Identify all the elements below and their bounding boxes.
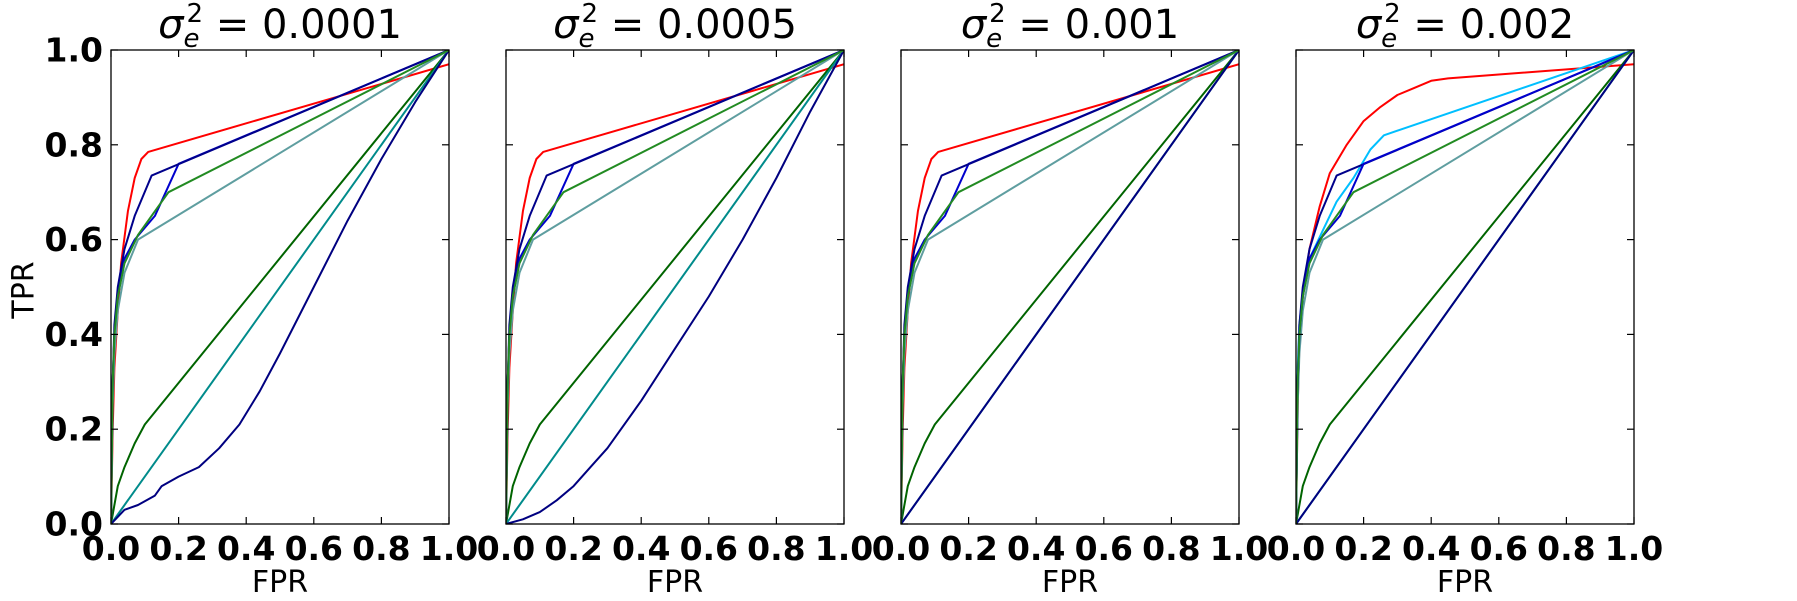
x-tick-label: 0.0: [477, 529, 535, 568]
plot-frame: [505, 49, 845, 525]
x-axis-label: FPR: [647, 565, 703, 597]
y-tick-label: 0.4: [45, 315, 103, 354]
title-subscript: e: [578, 24, 594, 54]
roc-curve-4: [506, 50, 844, 524]
title-symbol: σ: [1356, 2, 1383, 48]
x-tick-label: 1.0: [815, 529, 873, 568]
y-tick-label: 0.2: [45, 410, 103, 449]
title-value: = 0.002: [1401, 2, 1574, 48]
roc-panel-1: 0.0 0.2 0.4 0.6 0.8 1.00.00.20.40.60.81.0FPRσ…: [45, 0, 479, 600]
x-tick-label: 0.0: [82, 529, 140, 568]
roc-curve-4: [1296, 50, 1634, 524]
y-tick-label: 1.0: [45, 31, 103, 70]
title-symbol: σ: [158, 2, 185, 48]
title-superscript: 2: [186, 0, 203, 29]
x-axis-label: FPR: [1042, 565, 1098, 597]
roc-curve-3: [111, 50, 449, 524]
roc-curve-3: [506, 50, 844, 524]
x-tick-label: 0.6: [1075, 529, 1133, 568]
x-axis-label: FPR: [1437, 565, 1493, 597]
x-tick-label: 0.4: [612, 529, 670, 568]
roc-curve-2: [506, 50, 844, 524]
plot-frame: [1295, 49, 1635, 525]
x-tick-label: 0.2: [939, 529, 997, 568]
panel-title: σe2 = 0.0001: [158, 0, 402, 54]
roc-curve-4: [901, 50, 1239, 524]
x-tick-label: 0.8: [1537, 529, 1595, 568]
title-superscript: 2: [989, 0, 1006, 29]
roc-curve-2: [901, 50, 1239, 524]
series-group: [111, 50, 449, 524]
title-subscript: e: [1381, 24, 1397, 54]
x-tick-label: 1.0: [420, 529, 478, 568]
roc-curve-1: [111, 63, 449, 524]
x-tick-label: 1.0: [1605, 529, 1663, 568]
roc-curve-1: [506, 63, 844, 524]
panel-title: σe2 = 0.001: [961, 0, 1179, 54]
roc-curve-8: [901, 50, 1239, 524]
x-tick-label: 0.0: [1267, 529, 1325, 568]
title-value: = 0.0005: [598, 2, 797, 48]
x-tick-label: 0.4: [1007, 529, 1065, 568]
title-superscript: 2: [1384, 0, 1401, 29]
roc-curve-8: [111, 50, 449, 524]
x-tick-label: 0.2: [149, 529, 207, 568]
title-superscript: 2: [581, 0, 598, 29]
roc-curve-2: [111, 50, 449, 524]
x-tick-label: 0.6: [1470, 529, 1528, 568]
panel-title: σe2 = 0.0005: [553, 0, 797, 54]
x-tick-label: 0.2: [1334, 529, 1392, 568]
x-tick-label: 0.8: [352, 529, 410, 568]
roc-curve-1: [1296, 63, 1634, 524]
y-tick-label: 0.6: [45, 220, 103, 259]
series-group: [901, 50, 1239, 524]
x-tick-label: 0.6: [680, 529, 738, 568]
y-tick-label: 0.8: [45, 125, 103, 164]
x-tick-label: 1.0: [1210, 529, 1268, 568]
roc-curve-8: [506, 50, 844, 524]
plot-frame: [110, 49, 450, 525]
plot-frame: [900, 49, 1240, 525]
title-subscript: e: [986, 24, 1002, 54]
y-tick-label: 0.0: [45, 505, 103, 544]
series-group: [506, 50, 844, 524]
title-value: = 0.001: [1006, 2, 1179, 48]
series-group: [1296, 50, 1634, 524]
x-tick-label: 0.4: [1402, 529, 1460, 568]
title-subscript: e: [183, 24, 199, 54]
roc-curve-9: [1296, 50, 1634, 524]
roc-panel-3: 0.0 0.2 0.4 0.6 0.8 1.0 FPR σe2 = 0.001: [872, 0, 1268, 600]
x-tick-label: 0.0: [872, 529, 930, 568]
title-symbol: σ: [961, 2, 988, 48]
roc-panel-4: 0.0 0.2 0.4 0.6 0.8 1.0 FPR σe2 = 0.002: [1267, 0, 1663, 600]
y-axis-label: TPR: [7, 261, 42, 319]
roc-curve-2: [1296, 50, 1634, 524]
title-value: = 0.0001: [203, 2, 402, 48]
x-tick-label: 0.8: [747, 529, 805, 568]
roc-curve-1: [901, 63, 1239, 524]
panel-title: σe2 = 0.002: [1356, 0, 1574, 54]
x-tick-label: 0.2: [544, 529, 602, 568]
x-tick-label: 0.4: [217, 529, 275, 568]
x-tick-label: 0.6: [285, 529, 343, 568]
roc-curve-4: [111, 50, 449, 524]
x-axis-label: FPR: [252, 565, 308, 597]
roc-panel-2: 0.0 0.2 0.4 0.6 0.8 1.0 FPR σe2 = 0.0005: [477, 0, 873, 600]
x-tick-label: 0.8: [1142, 529, 1200, 568]
title-symbol: σ: [553, 2, 580, 48]
